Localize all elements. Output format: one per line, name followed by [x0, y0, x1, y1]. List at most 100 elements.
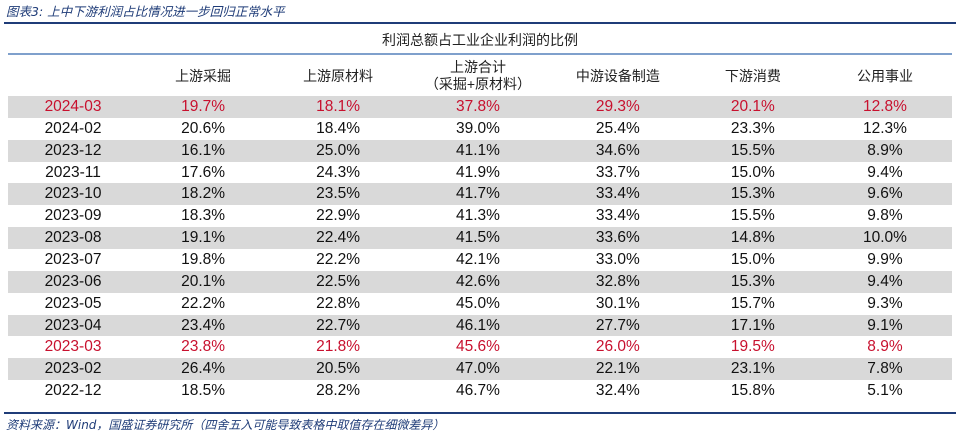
value-cell: 22.2%: [181, 294, 226, 312]
value-cell: 9.6%: [817, 183, 952, 206]
column-header: 下游消费: [724, 67, 781, 84]
value-cell: 18.1%: [268, 96, 409, 118]
value-cell: 33.4%: [547, 183, 688, 206]
value-cell: 9.4%: [867, 163, 903, 181]
column-header: 上游原材料: [303, 67, 374, 84]
value-cell: 41.3%: [455, 207, 500, 225]
column-header: 公用事业: [856, 67, 913, 84]
value-cell: 39.0%: [455, 119, 500, 137]
value-cell: 15.5%: [730, 207, 775, 225]
table-row: 2023-06 20.1% 22.5% 42.6% 32.8% 15.3% 9.4%: [8, 270, 952, 293]
date-cell: 2023-04: [8, 314, 139, 337]
value-cell: 26.0%: [595, 338, 640, 356]
value-cell: 41.7%: [408, 183, 548, 206]
value-cell: 29.3%: [547, 96, 688, 118]
value-cell: 8.9%: [867, 338, 903, 356]
date-cell: 2023-03: [44, 338, 102, 356]
value-cell: 23.1%: [687, 358, 818, 381]
value-cell: 15.0%: [730, 250, 775, 268]
date-cell: 2024-02: [44, 119, 102, 137]
value-cell: 15.3%: [687, 270, 818, 293]
value-cell: 33.0%: [595, 250, 640, 268]
top-rule: [4, 22, 956, 24]
figure-caption: 图表3: 上中下游利润占比情况进一步回归正常水平: [6, 4, 285, 19]
value-cell: 20.1%: [138, 270, 269, 293]
column-header: 中游设备制造: [575, 67, 660, 84]
value-cell: 15.7%: [730, 294, 775, 312]
value-cell: 16.1%: [138, 139, 269, 162]
value-cell: 18.2%: [138, 183, 269, 206]
value-cell: 19.8%: [181, 250, 226, 268]
table-row: 2023-12 16.1% 25.0% 41.1% 34.6% 15.5% 8.9%: [8, 139, 952, 162]
value-cell: 17.6%: [181, 163, 226, 181]
value-cell: 23.8%: [181, 338, 226, 356]
value-cell: 21.8%: [316, 338, 361, 356]
table-row: 2024-02 20.6% 18.4% 39.0% 25.4% 23.3% 12.3%: [8, 118, 952, 140]
value-cell: 23.3%: [730, 119, 775, 137]
value-cell: 20.5%: [268, 358, 409, 381]
date-cell: 2024-03: [8, 96, 139, 118]
value-cell: 45.6%: [455, 338, 500, 356]
date-cell: 2023-10: [8, 183, 139, 206]
profit-share-table: 上游采掘 上游原材料 上游合计 （采掘+原材料） 中游设备制造 下游消费 公用事业 2024…: [8, 56, 952, 402]
date-cell: 2022-12: [44, 382, 102, 400]
table-row: 2024-03 19.7% 18.1% 37.8% 29.3% 20.1% 12.8%: [8, 96, 952, 118]
value-cell: 14.8%: [687, 227, 818, 250]
value-cell: 37.8%: [408, 96, 548, 118]
value-cell: 20.1%: [687, 96, 818, 118]
value-cell: 12.3%: [862, 119, 907, 137]
value-cell: 46.7%: [455, 382, 500, 400]
value-cell: 9.9%: [867, 250, 903, 268]
value-cell: 9.4%: [817, 270, 952, 293]
value-cell: 9.8%: [867, 207, 903, 225]
table-row: 2022-12 18.5% 28.2% 46.7% 32.4% 15.8% 5.1%: [8, 380, 952, 402]
date-cell: 2023-06: [8, 270, 139, 293]
value-cell: 22.7%: [268, 314, 409, 337]
value-cell: 20.6%: [181, 119, 226, 137]
table-row: 2023-10 18.2% 23.5% 41.7% 33.4% 15.3% 9.6%: [8, 183, 952, 206]
bottom-rule: [4, 412, 956, 414]
table-row: 2023-04 23.4% 22.7% 46.1% 27.7% 17.1% 9.1%: [8, 314, 952, 337]
value-cell: 15.3%: [687, 183, 818, 206]
value-cell: 5.1%: [867, 382, 903, 400]
value-cell: 9.1%: [817, 314, 952, 337]
value-cell: 8.9%: [817, 139, 952, 162]
date-cell: 2023-05: [44, 294, 102, 312]
date-cell: 2023-07: [44, 250, 102, 268]
value-cell: 18.4%: [316, 119, 361, 137]
column-header: 上游合计 （采掘+原材料）: [424, 59, 532, 92]
value-cell: 41.5%: [408, 227, 548, 250]
table-row: 2023-02 26.4% 20.5% 47.0% 22.1% 23.1% 7.8%: [8, 358, 952, 381]
value-cell: 27.7%: [547, 314, 688, 337]
date-cell: 2023-12: [8, 139, 139, 162]
value-cell: 19.1%: [138, 227, 269, 250]
value-cell: 28.2%: [316, 382, 361, 400]
value-cell: 23.4%: [138, 314, 269, 337]
value-cell: 34.6%: [547, 139, 688, 162]
value-cell: 32.4%: [595, 382, 640, 400]
title-rule: [8, 53, 952, 55]
value-cell: 22.5%: [268, 270, 409, 293]
source-note: 资料来源：Wind，国盛证券研究所（四舍五入可能导致表格中取值存在细微差异）: [6, 418, 445, 432]
value-cell: 33.4%: [595, 207, 640, 225]
table-row: 2023-08 19.1% 22.4% 41.5% 33.6% 14.8% 10.0%: [8, 227, 952, 250]
header-row: 上游采掘 上游原材料 上游合计 （采掘+原材料） 中游设备制造 下游消费 公用事业: [8, 56, 952, 96]
value-cell: 25.0%: [268, 139, 409, 162]
table-title: 利润总额占工业企业利润的比例: [382, 32, 578, 48]
value-cell: 19.7%: [138, 96, 269, 118]
table-row: 2023-07 19.8% 22.2% 42.1% 33.0% 15.0% 9.9%: [8, 249, 952, 271]
value-cell: 46.1%: [408, 314, 548, 337]
value-cell: 12.8%: [817, 96, 952, 118]
value-cell: 33.7%: [595, 163, 640, 181]
value-cell: 22.4%: [268, 227, 409, 250]
value-cell: 22.1%: [547, 358, 688, 381]
table-row: 2023-05 22.2% 22.8% 45.0% 30.1% 15.7% 9.3%: [8, 293, 952, 315]
column-header: [8, 56, 138, 96]
value-cell: 47.0%: [408, 358, 548, 381]
value-cell: 23.5%: [268, 183, 409, 206]
value-cell: 32.8%: [547, 270, 688, 293]
value-cell: 41.1%: [408, 139, 548, 162]
value-cell: 22.2%: [316, 250, 361, 268]
value-cell: 24.3%: [316, 163, 361, 181]
date-cell: 2023-09: [44, 207, 102, 225]
